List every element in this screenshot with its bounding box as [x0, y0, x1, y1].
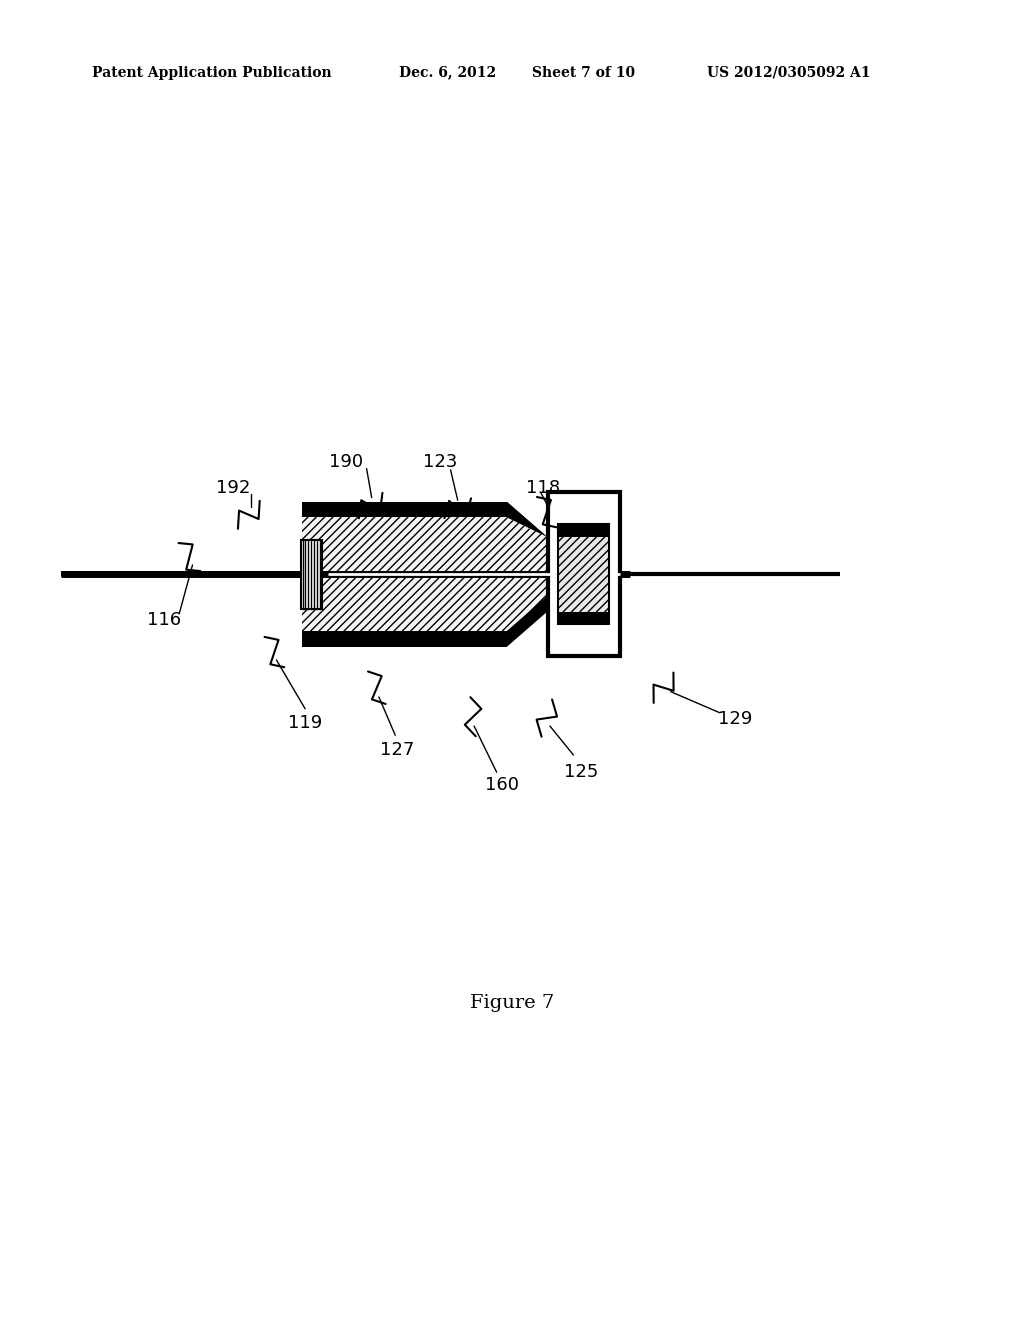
Bar: [558, 524, 609, 537]
Bar: [302, 631, 507, 647]
Text: 192: 192: [216, 479, 251, 498]
Text: Sheet 7 of 10: Sheet 7 of 10: [532, 66, 636, 79]
Text: 119: 119: [288, 714, 323, 733]
Text: 129: 129: [718, 710, 753, 729]
Polygon shape: [507, 595, 548, 647]
Text: 118: 118: [525, 479, 560, 498]
Bar: [558, 524, 609, 624]
Text: 160: 160: [484, 776, 519, 795]
Bar: [301, 540, 322, 609]
Polygon shape: [507, 517, 548, 631]
Text: Patent Application Publication: Patent Application Publication: [92, 66, 332, 79]
Text: Dec. 6, 2012: Dec. 6, 2012: [399, 66, 497, 79]
Bar: [302, 502, 507, 647]
Bar: [302, 502, 507, 517]
Bar: [558, 524, 609, 624]
Bar: [302, 502, 507, 647]
Bar: [558, 611, 609, 624]
Text: US 2012/0305092 A1: US 2012/0305092 A1: [707, 66, 870, 79]
Text: Figure 7: Figure 7: [470, 994, 554, 1012]
Text: 116: 116: [146, 611, 181, 630]
Polygon shape: [507, 502, 548, 537]
Text: 123: 123: [423, 453, 458, 471]
Bar: [548, 492, 620, 656]
Text: 127: 127: [380, 741, 415, 759]
Text: 190: 190: [329, 453, 364, 471]
Text: 125: 125: [564, 763, 599, 781]
